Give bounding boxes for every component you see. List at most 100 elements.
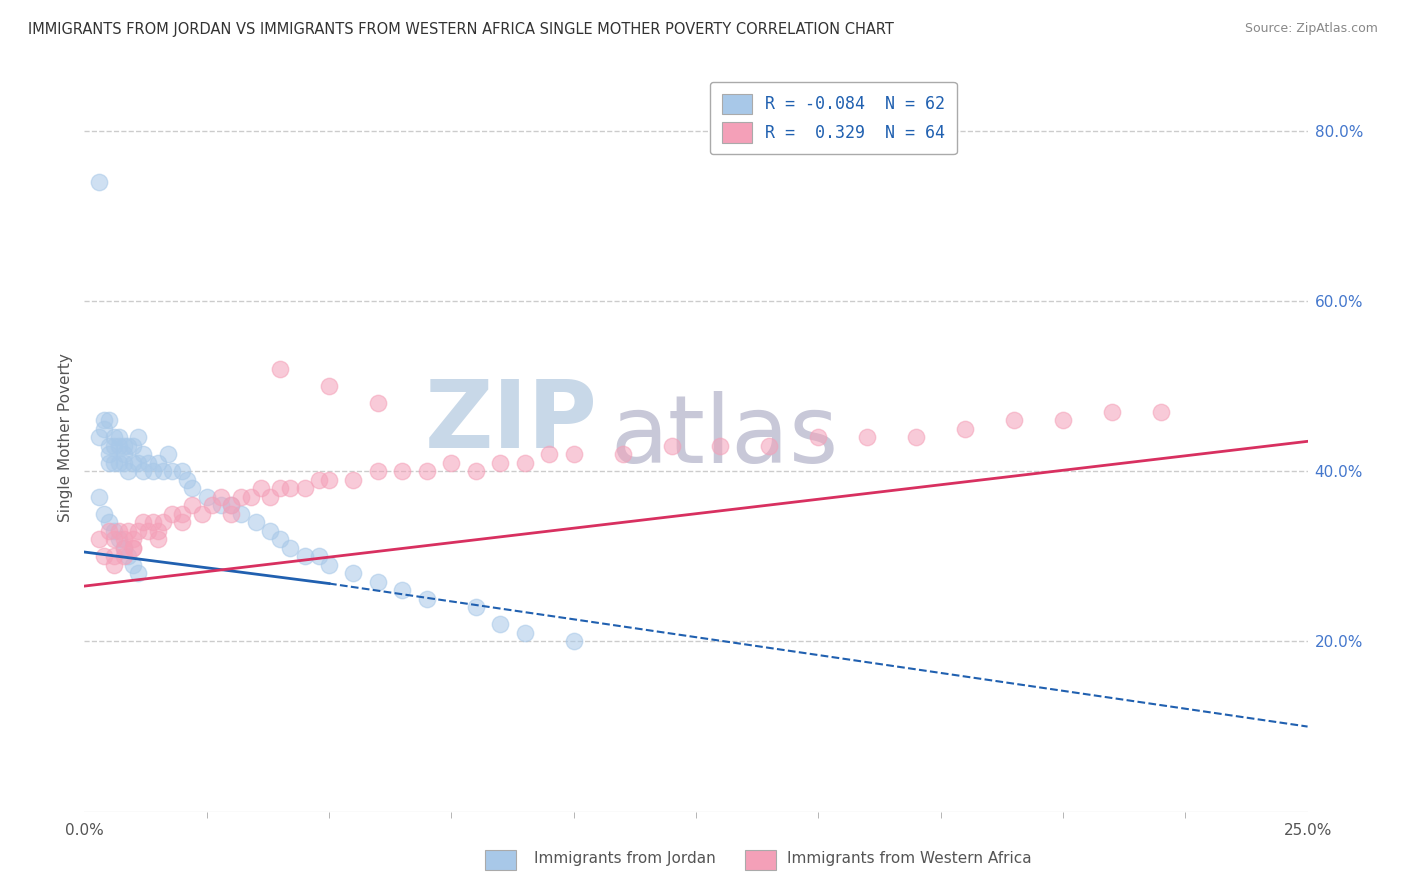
Point <box>162 507 184 521</box>
Point <box>107 456 129 470</box>
Point <box>97 524 120 538</box>
Text: atlas: atlas <box>610 391 838 483</box>
Point <box>1002 413 1025 427</box>
Point <box>93 421 115 435</box>
Point <box>367 464 389 478</box>
Point <box>107 430 129 444</box>
Point <box>122 439 145 453</box>
Point <box>219 498 242 512</box>
Point <box>93 413 115 427</box>
Point <box>209 490 232 504</box>
Point <box>112 549 135 564</box>
Point <box>294 481 316 495</box>
Point <box>308 473 330 487</box>
Point <box>269 533 291 547</box>
Point <box>87 490 110 504</box>
Point <box>112 541 135 555</box>
Point <box>318 379 340 393</box>
Point <box>367 574 389 589</box>
Point <box>136 524 159 538</box>
Point <box>107 524 129 538</box>
Point <box>127 524 149 538</box>
Point <box>132 447 155 461</box>
Point <box>117 464 139 478</box>
Point <box>127 430 149 444</box>
Point <box>195 490 218 504</box>
Point <box>87 175 110 189</box>
Point <box>440 456 463 470</box>
Point <box>107 533 129 547</box>
Point <box>117 439 139 453</box>
Point <box>513 456 536 470</box>
Point <box>146 533 169 547</box>
Point <box>93 549 115 564</box>
Point <box>489 617 512 632</box>
Point <box>1150 404 1173 418</box>
Point <box>146 524 169 538</box>
Point <box>112 541 135 555</box>
Point <box>807 430 830 444</box>
Point <box>342 566 364 581</box>
Point <box>112 447 135 461</box>
Point <box>127 456 149 470</box>
Point <box>97 456 120 470</box>
Point <box>562 447 585 461</box>
Point <box>249 481 271 495</box>
Point <box>318 473 340 487</box>
Point <box>953 421 976 435</box>
Point <box>709 439 731 453</box>
Point <box>209 498 232 512</box>
Point <box>538 447 561 461</box>
Point <box>132 515 155 529</box>
Point <box>464 464 486 478</box>
Point <box>136 456 159 470</box>
Text: IMMIGRANTS FROM JORDAN VS IMMIGRANTS FROM WESTERN AFRICA SINGLE MOTHER POVERTY C: IMMIGRANTS FROM JORDAN VS IMMIGRANTS FRO… <box>28 22 894 37</box>
Point <box>97 447 120 461</box>
Point <box>103 456 125 470</box>
Text: Immigrants from Western Africa: Immigrants from Western Africa <box>787 851 1032 865</box>
Legend: R = -0.084  N = 62, R =  0.329  N = 64: R = -0.084 N = 62, R = 0.329 N = 64 <box>710 82 956 154</box>
Text: Source: ZipAtlas.com: Source: ZipAtlas.com <box>1244 22 1378 36</box>
Point <box>416 591 439 606</box>
Point <box>127 566 149 581</box>
Point <box>758 439 780 453</box>
Point <box>905 430 928 444</box>
Point <box>391 464 413 478</box>
Y-axis label: Single Mother Poverty: Single Mother Poverty <box>58 352 73 522</box>
Point <box>172 464 194 478</box>
Point <box>464 600 486 615</box>
Point <box>103 558 125 572</box>
Point <box>219 498 242 512</box>
Point <box>142 515 165 529</box>
Point <box>122 541 145 555</box>
Point <box>229 490 252 504</box>
Point <box>122 541 145 555</box>
Point <box>200 498 222 512</box>
Point <box>181 481 204 495</box>
Point <box>294 549 316 564</box>
Point <box>107 439 129 453</box>
Point <box>856 430 879 444</box>
Point <box>278 481 301 495</box>
Point <box>117 524 139 538</box>
Point <box>103 430 125 444</box>
Point <box>172 507 194 521</box>
Point <box>103 549 125 564</box>
Point <box>122 533 145 547</box>
Point <box>146 456 169 470</box>
Point <box>112 533 135 547</box>
Point <box>191 507 214 521</box>
Point <box>391 583 413 598</box>
Point <box>612 447 634 461</box>
Point <box>308 549 330 564</box>
Text: ZIP: ZIP <box>425 376 598 468</box>
Text: Immigrants from Jordan: Immigrants from Jordan <box>534 851 716 865</box>
Point <box>103 524 125 538</box>
Point <box>112 439 135 453</box>
Point <box>97 439 120 453</box>
Point <box>219 507 242 521</box>
Point <box>117 549 139 564</box>
Point <box>661 439 683 453</box>
Point <box>489 456 512 470</box>
Point <box>132 464 155 478</box>
